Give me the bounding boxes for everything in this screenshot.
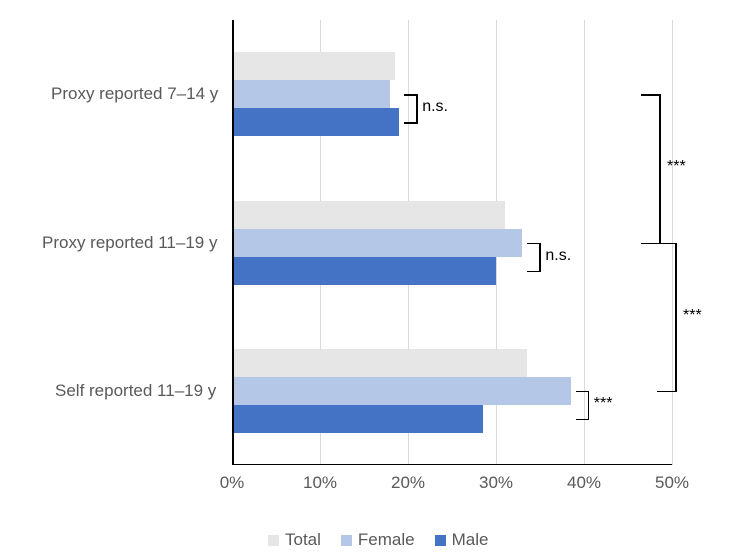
category-label: Proxy reported 11–19 y [42, 233, 217, 253]
bar-total [234, 349, 527, 377]
x-tick-label: 20% [391, 473, 425, 493]
gridline [584, 20, 585, 465]
bar-female [234, 229, 523, 257]
significance-label: *** [683, 307, 702, 325]
legend: Total Female Male [268, 530, 488, 550]
bar-male [234, 405, 483, 433]
bar-female [234, 80, 391, 108]
significance-label: n.s. [422, 98, 448, 116]
bar-male [234, 257, 497, 285]
significance-label: *** [667, 158, 686, 176]
x-tick-label: 10% [303, 473, 337, 493]
legend-swatch [341, 535, 352, 546]
x-tick-label: 0% [220, 473, 245, 493]
x-tick-label: 40% [567, 473, 601, 493]
x-axis-line [232, 464, 672, 466]
bar-male [234, 108, 400, 136]
legend-item-female: Female [341, 530, 415, 550]
legend-label: Male [452, 530, 489, 550]
legend-item-total: Total [268, 530, 321, 550]
legend-swatch [268, 535, 279, 546]
legend-item-male: Male [435, 530, 489, 550]
legend-swatch [435, 535, 446, 546]
x-tick-label: 50% [655, 473, 689, 493]
chart-container: n.s. n.s. *** *** *** 0% 10% 20% 30% 40% 50% Prox… [0, 10, 736, 554]
bar-total [234, 201, 505, 229]
legend-label: Total [285, 530, 321, 550]
bar-total [234, 52, 395, 80]
x-tick-label: 30% [479, 473, 513, 493]
category-label: Proxy reported 7–14 y [51, 84, 218, 104]
bar-female [234, 377, 571, 405]
significance-label: *** [594, 395, 613, 413]
category-label: Self reported 11–19 y [55, 381, 216, 401]
plot-area: n.s.n.s.********* [232, 20, 672, 465]
legend-label: Female [358, 530, 415, 550]
significance-label: n.s. [545, 247, 571, 265]
